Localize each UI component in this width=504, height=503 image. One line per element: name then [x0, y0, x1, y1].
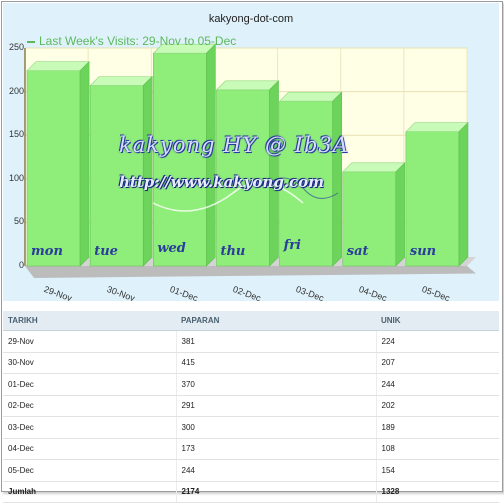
bar-label: mon: [31, 244, 63, 259]
cell-unik: 244: [376, 373, 499, 396]
bar-side-fri: [332, 91, 342, 267]
cell-unik: 108: [376, 438, 499, 460]
bar-fri: [279, 100, 333, 267]
y-tick-label: 150: [8, 129, 24, 140]
bar-side-sun: [458, 121, 469, 267]
watermark-url: http://www.kakyong.com: [119, 173, 325, 191]
y-tick-label: 200: [8, 85, 24, 96]
chart-title: kakyong-dot-com: [208, 13, 294, 25]
cell-date: 03-Dec: [3, 416, 177, 439]
table-row: 04-Dec 173 108: [3, 438, 499, 460]
watermark-swirl: [152, 181, 304, 212]
bar-mon: [26, 70, 81, 267]
cell-date: 01-Dec: [3, 373, 177, 396]
bar-sun: [405, 131, 460, 267]
watermark-title: kakyong HY @ Ib3A: [119, 133, 349, 157]
legend-swatch: [27, 40, 35, 43]
bar-top-sun: [405, 122, 469, 133]
cell-paparan: 173: [176, 438, 377, 460]
bar-chart: [24, 43, 476, 278]
header-tarikh: TARIKH: [3, 311, 176, 331]
bar-label: thu: [220, 244, 246, 259]
bar-top-mon: [26, 61, 90, 71]
bar-label: sat: [346, 244, 369, 259]
bar-wed: [153, 52, 207, 267]
bar-side-tue: [142, 75, 153, 267]
bar-top-tue: [89, 76, 153, 86]
bar-label: tue: [94, 244, 118, 259]
bar-sat: [342, 171, 397, 267]
cell-unik: 202: [376, 395, 499, 417]
cell-paparan: 370: [176, 373, 377, 396]
table-header-row: TARIKH PAPARAN UNIK: [3, 311, 499, 331]
watermark-swirl: [262, 177, 339, 199]
bar-top-sat: [342, 162, 406, 173]
table-total-row: Jumlah 2174 1328: [3, 481, 499, 503]
bar-label: wed: [157, 241, 186, 256]
y-tick-label: 50: [13, 216, 24, 227]
cell-paparan: 291: [176, 395, 377, 417]
bar-label: fri: [283, 238, 301, 253]
bar-label: sun: [409, 244, 437, 259]
chart-legend: Last Week's Visits: 29-Nov to 05-Dec: [27, 34, 236, 48]
cell-date: 05-Dec: [3, 459, 177, 482]
cell-paparan: 381: [176, 330, 377, 353]
bar-side-thu: [269, 80, 279, 267]
header-unik: UNIK: [376, 311, 499, 331]
bar-thu: [216, 89, 270, 267]
y-tick-label: 0: [18, 260, 24, 270]
bar-side-wed: [206, 43, 216, 267]
cell-unik: 189: [376, 416, 499, 439]
chart-floor: [25, 266, 476, 278]
cell-unik: 154: [376, 459, 499, 482]
table-row: 29-Nov 381 224: [3, 330, 499, 353]
total-label: Jumlah: [3, 481, 177, 503]
total-unik: 1328: [376, 481, 499, 503]
bar-side-sat: [395, 162, 406, 267]
bar-side-mon: [79, 60, 90, 267]
bar-top-thu: [215, 80, 280, 91]
table-row: 02-Dec 291 202: [3, 395, 499, 417]
cell-paparan: 300: [176, 416, 377, 439]
cell-date: 02-Dec: [3, 395, 177, 417]
cell-date: 29-Nov: [3, 330, 177, 353]
table-row: 05-Dec 244 154: [3, 459, 499, 482]
bar-top-fri: [278, 91, 343, 102]
cell-date: 30-Nov: [3, 352, 177, 374]
cell-unik: 224: [376, 330, 499, 353]
cell-unik: 207: [376, 352, 499, 374]
y-tick-label: 100: [8, 172, 24, 183]
table-row: 03-Dec 300 189: [3, 416, 499, 439]
cell-date: 04-Dec: [3, 438, 177, 460]
total-paparan: 2174: [176, 481, 377, 503]
legend-label: Last Week's Visits: 29-Nov to 05-Dec: [39, 34, 237, 48]
table-row: 30-Nov 415 207: [3, 352, 499, 374]
table-row: 01-Dec 370 244: [3, 373, 499, 396]
visits-table: TARIKH PAPARAN UNIK 29-Nov 381 224 30-Nov 4…: [3, 311, 499, 503]
cell-paparan: 415: [176, 352, 377, 374]
cell-paparan: 244: [176, 459, 377, 482]
header-paparan: PAPARAN: [176, 311, 376, 331]
y-tick-label: 250: [8, 42, 24, 52]
chart-panel: kakyong-dot-com Last Week's Visits: 29-N…: [3, 3, 499, 303]
